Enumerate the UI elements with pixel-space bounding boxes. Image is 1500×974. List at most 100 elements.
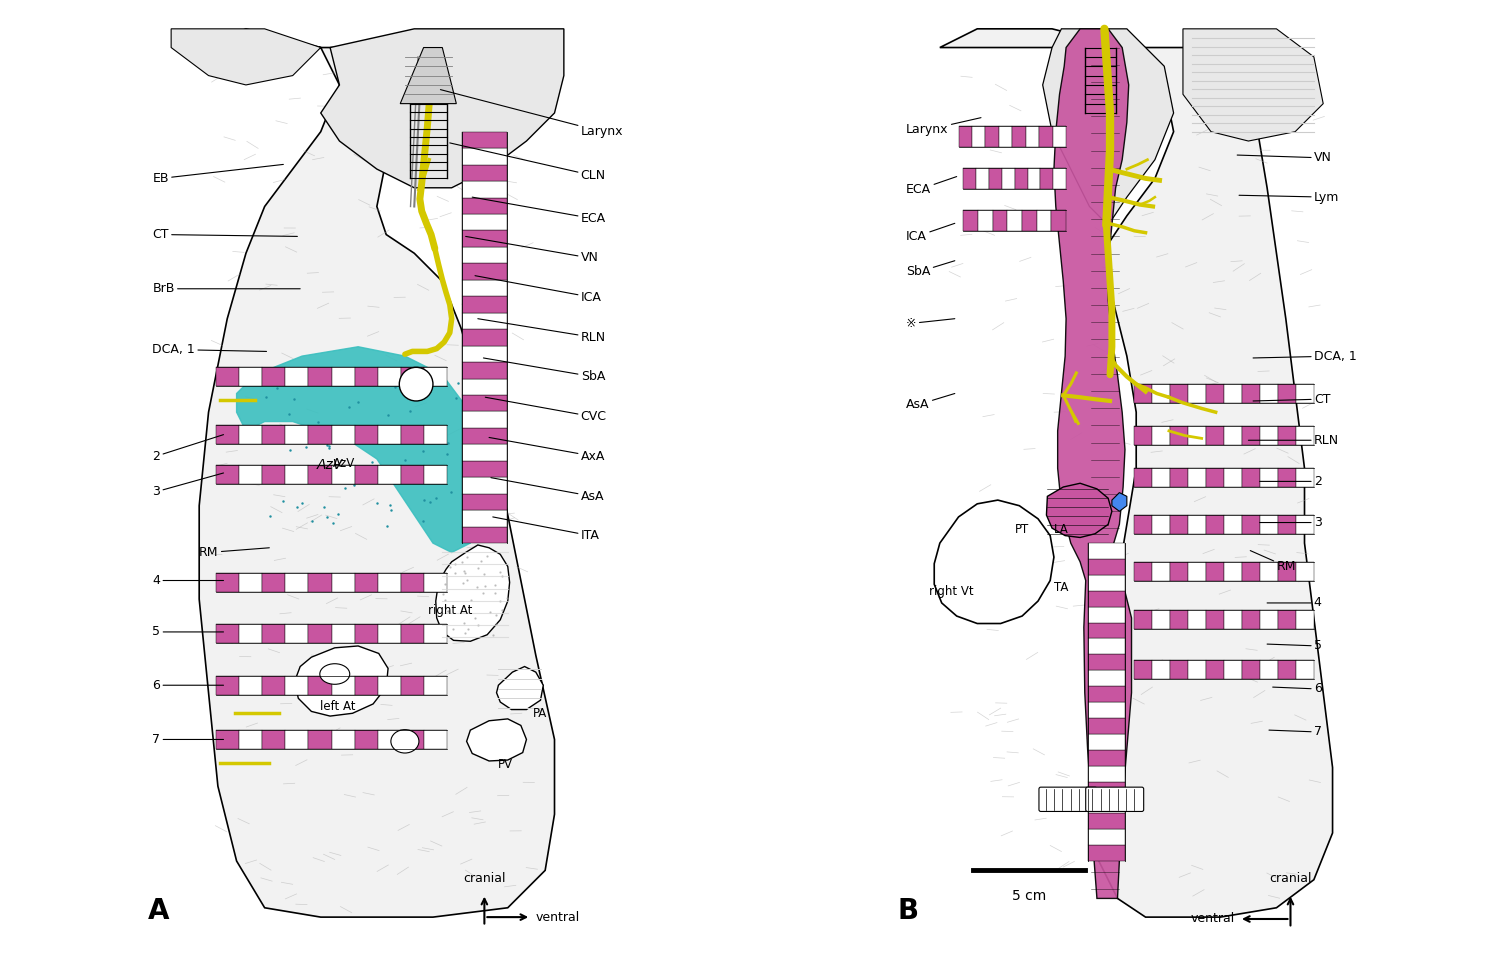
Bar bbox=[1170, 562, 1188, 581]
Bar bbox=[1088, 559, 1125, 575]
Bar bbox=[400, 573, 424, 592]
Bar bbox=[1278, 384, 1296, 403]
Bar bbox=[1224, 611, 1242, 629]
Polygon shape bbox=[321, 29, 564, 188]
Polygon shape bbox=[200, 29, 555, 918]
Polygon shape bbox=[294, 646, 388, 716]
Text: 5 cm: 5 cm bbox=[1011, 889, 1046, 903]
Text: AzV: AzV bbox=[316, 458, 344, 471]
Bar bbox=[462, 395, 507, 411]
Bar bbox=[462, 411, 507, 428]
Bar bbox=[1152, 515, 1170, 534]
Bar bbox=[1036, 210, 1052, 231]
Bar bbox=[1260, 427, 1278, 445]
Bar bbox=[999, 126, 1012, 147]
Bar bbox=[1260, 660, 1278, 679]
Bar bbox=[238, 367, 262, 386]
Text: Larynx: Larynx bbox=[441, 90, 622, 138]
Bar bbox=[1224, 562, 1242, 581]
Bar bbox=[216, 466, 238, 484]
Text: LA: LA bbox=[1054, 523, 1070, 536]
Bar bbox=[1134, 515, 1152, 534]
Polygon shape bbox=[1184, 29, 1323, 141]
Text: RM: RM bbox=[200, 546, 270, 559]
Text: 6: 6 bbox=[1272, 683, 1322, 695]
Bar bbox=[1088, 655, 1125, 670]
Bar bbox=[462, 379, 507, 395]
Bar bbox=[400, 466, 424, 484]
Bar bbox=[332, 573, 354, 592]
Bar bbox=[238, 426, 262, 444]
Bar bbox=[216, 573, 238, 592]
Bar bbox=[1170, 660, 1188, 679]
Bar bbox=[1242, 468, 1260, 487]
Bar bbox=[1224, 660, 1242, 679]
Bar bbox=[332, 367, 354, 386]
Bar bbox=[1278, 611, 1296, 629]
Bar bbox=[378, 426, 400, 444]
Text: EB: EB bbox=[153, 165, 284, 185]
Bar bbox=[262, 730, 285, 749]
Bar bbox=[462, 181, 507, 198]
Text: AsA: AsA bbox=[490, 477, 604, 503]
Bar bbox=[1242, 660, 1260, 679]
Text: 3: 3 bbox=[153, 473, 224, 498]
Bar bbox=[1296, 427, 1314, 445]
Text: A: A bbox=[148, 897, 170, 925]
Text: ECA: ECA bbox=[472, 197, 606, 225]
Bar bbox=[1242, 515, 1260, 534]
Bar bbox=[1152, 562, 1170, 581]
Bar bbox=[378, 730, 400, 749]
Bar bbox=[1206, 562, 1224, 581]
Bar bbox=[332, 426, 354, 444]
Text: ventral: ventral bbox=[1190, 913, 1234, 925]
Bar bbox=[262, 676, 285, 694]
Bar bbox=[354, 367, 378, 386]
Bar bbox=[332, 730, 354, 749]
Bar bbox=[1152, 384, 1170, 403]
Bar bbox=[332, 624, 354, 643]
Bar bbox=[1296, 515, 1314, 534]
Bar bbox=[1008, 210, 1022, 231]
Text: DCA, 1: DCA, 1 bbox=[153, 343, 267, 356]
Text: PV: PV bbox=[498, 758, 513, 771]
Ellipse shape bbox=[320, 663, 350, 685]
Text: 7: 7 bbox=[1269, 726, 1322, 738]
Polygon shape bbox=[1047, 483, 1112, 538]
Bar bbox=[1013, 126, 1026, 147]
Bar bbox=[1088, 718, 1125, 733]
Text: CVC: CVC bbox=[486, 397, 606, 424]
Bar bbox=[1242, 384, 1260, 403]
Text: TA: TA bbox=[1054, 581, 1068, 594]
Text: 6: 6 bbox=[153, 679, 224, 692]
Polygon shape bbox=[940, 29, 1332, 918]
Bar bbox=[462, 510, 507, 527]
Bar bbox=[262, 367, 285, 386]
Bar bbox=[462, 444, 507, 461]
Bar bbox=[1088, 607, 1125, 622]
Bar bbox=[1188, 611, 1206, 629]
Bar bbox=[400, 624, 424, 643]
Bar bbox=[462, 280, 507, 296]
Bar bbox=[262, 426, 285, 444]
Bar bbox=[1206, 515, 1224, 534]
Bar bbox=[462, 477, 507, 494]
Polygon shape bbox=[171, 29, 321, 85]
Bar bbox=[462, 296, 507, 313]
Bar bbox=[1170, 515, 1188, 534]
Bar bbox=[309, 367, 332, 386]
Bar bbox=[1260, 384, 1278, 403]
Bar bbox=[1053, 126, 1066, 147]
Bar bbox=[1278, 660, 1296, 679]
Text: cranial: cranial bbox=[464, 873, 506, 885]
Bar bbox=[958, 126, 972, 147]
Bar bbox=[1188, 427, 1206, 445]
Polygon shape bbox=[436, 545, 510, 641]
Text: left At: left At bbox=[320, 700, 356, 713]
Bar bbox=[1052, 210, 1066, 231]
Bar bbox=[309, 624, 332, 643]
Bar bbox=[1170, 468, 1188, 487]
Bar bbox=[1088, 543, 1125, 559]
Bar bbox=[462, 165, 507, 181]
Bar bbox=[1206, 384, 1224, 403]
